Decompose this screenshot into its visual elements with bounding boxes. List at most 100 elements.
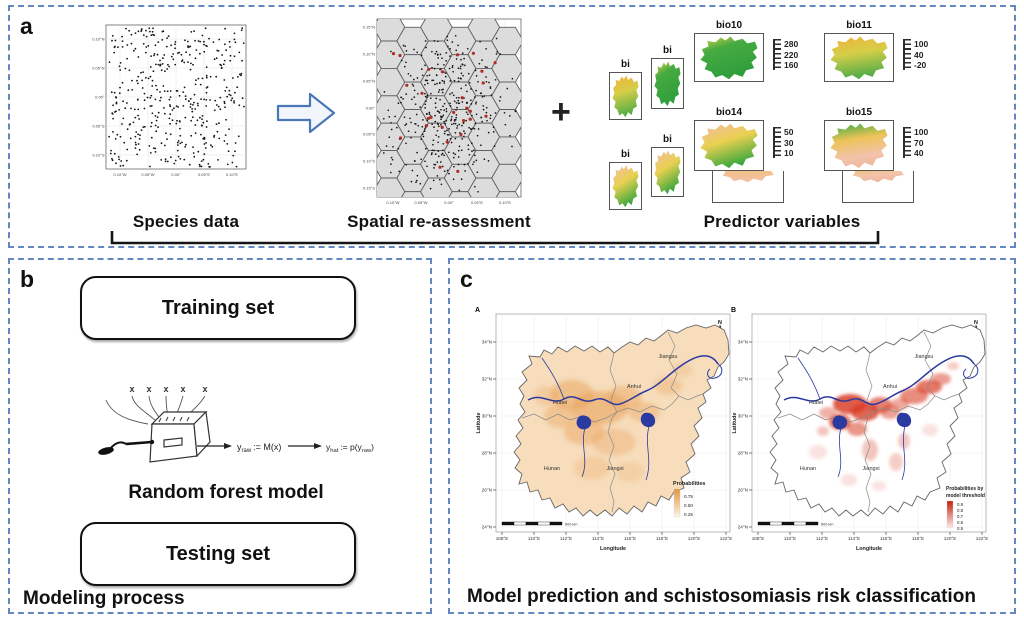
province-label: Anhui	[627, 384, 641, 390]
hexagon-grid	[377, 19, 521, 197]
province-label: Anhui	[883, 384, 897, 390]
svg-text:0.05°N: 0.05°N	[363, 79, 375, 84]
province-label: Hunan	[800, 466, 816, 472]
panel-c-title: Model prediction and schistosomiasis ris…	[467, 586, 976, 607]
svg-text:0.10°S: 0.10°S	[363, 159, 375, 164]
map-b-risk-classification: Hubei Hunan Anhui Jiangxi Jiangsu B Prob…	[731, 307, 989, 553]
plus-sign: +	[551, 93, 571, 131]
hidden-bio-map-1: bi	[609, 59, 642, 120]
svg-text:0.05°S: 0.05°S	[363, 132, 375, 137]
province-label: Jiangxi	[606, 466, 623, 472]
bio14-map: bio14	[694, 107, 764, 171]
grouping-bracket	[110, 231, 880, 245]
panel-b: b Training set x x x x x	[8, 258, 432, 614]
map-b-letter: B	[731, 307, 736, 314]
map-b-legend: Probabilities by model threshold 0.9 0.8…	[946, 486, 985, 531]
bio11-map: bio11	[824, 20, 894, 82]
bio15-colorbar: 100 70 40	[903, 127, 928, 159]
svg-text:0.05°W: 0.05°W	[141, 172, 154, 177]
svg-text:0.05°W: 0.05°W	[414, 200, 427, 205]
rf-caption: Random forest model	[128, 482, 324, 503]
panel-b-label: b	[20, 266, 35, 292]
species-y-ticks: 0.10°N 0.05°N 0.00° 0.05°S 0.10°S	[92, 37, 105, 158]
svg-text:0.6: 0.6	[957, 520, 964, 525]
caption-species-data: Species data	[132, 212, 240, 231]
svg-text:0.10°N: 0.10°N	[363, 52, 375, 57]
svg-text:0.5: 0.5	[957, 526, 964, 531]
hexplot-points	[382, 34, 517, 193]
svg-text:0.25: 0.25	[684, 512, 693, 517]
map-a-province-labels: Hubei Hunan Anhui Jiangxi Jiangsu	[544, 354, 678, 472]
svg-text:x: x	[163, 384, 168, 394]
rf-grinder-box	[149, 410, 211, 463]
colorbar-ticks-icon	[903, 127, 911, 158]
svg-text:model threshold: model threshold	[946, 493, 985, 499]
svg-text:Probabilities: Probabilities	[673, 481, 705, 487]
hexplot-centroid-points	[391, 51, 497, 173]
svg-text:0.15°S: 0.15°S	[363, 186, 375, 191]
flow-arrow-icon	[276, 92, 336, 134]
svg-text:0.05°E: 0.05°E	[471, 200, 483, 205]
predictor-variables-stack: bi bi bio10 280 220 160 bio11 100	[589, 15, 1013, 243]
hidden-bio-map-2: bi	[651, 45, 684, 109]
caption-predictor-variables: Predictor variables	[703, 212, 861, 231]
svg-text:0.10°W: 0.10°W	[113, 172, 126, 177]
svg-text:Probabilities by: Probabilities by	[946, 486, 983, 492]
colorbar-ticks-icon	[903, 39, 911, 70]
province-label: Jiangxi	[862, 466, 879, 472]
bio11-colorbar: 100 40 -20	[903, 39, 928, 71]
rf-equation-1: yraw:= M(x)	[237, 442, 281, 454]
species-points	[108, 27, 245, 168]
rf-grinder-funnel-marks	[158, 416, 190, 423]
province-label: Hubei	[553, 400, 567, 406]
colorbar-ticks-icon	[773, 127, 781, 158]
svg-text:0.8: 0.8	[957, 508, 964, 513]
rf-input-xs: x x x x x	[129, 384, 207, 394]
panel-c-label: c	[460, 266, 473, 292]
svg-text:0.50: 0.50	[684, 503, 693, 508]
species-scatter-plot: 0.10°N 0.05°N 0.00° 0.05°S 0.10°S 0.10°W…	[92, 24, 247, 177]
svg-text:0.15°N: 0.15°N	[363, 25, 375, 30]
bio10-colorbar: 280 220 160	[773, 39, 798, 71]
panel-b-footer: Modeling process	[23, 588, 185, 609]
province-label: Jiangsu	[659, 354, 678, 360]
map-a-legend: Probabilities 0.75 0.50 0.25	[673, 481, 705, 518]
panel-a-label: a	[20, 13, 33, 39]
panel-c: c Hubei Hunan Anhui Jiangxi Jiangsu A Pr	[448, 258, 1016, 614]
svg-text:0.10°E: 0.10°E	[226, 172, 238, 177]
svg-text:x: x	[129, 384, 134, 394]
caption-spatial-reassessment: Spatial re-assessment	[347, 212, 531, 231]
species-x-ticks: 0.10°W 0.05°W 0.00° 0.05°E 0.10°E	[113, 172, 238, 177]
svg-text:0.7: 0.7	[957, 514, 964, 519]
svg-text:0.75: 0.75	[684, 494, 693, 499]
random-forest-diagram: x x x x x	[98, 384, 374, 463]
svg-text:0.10°S: 0.10°S	[92, 153, 104, 158]
svg-text:0.00°: 0.00°	[95, 95, 105, 100]
hex-x-ticks: 0.10°W 0.05°W 0.00° 0.05°E 0.10°E	[386, 200, 511, 205]
training-set-box: Training set	[80, 276, 356, 340]
bio15-map: bio15	[824, 107, 894, 171]
hidden-bio-map-3: bi	[609, 149, 642, 210]
colorbar-ticks-icon	[773, 39, 781, 70]
rf-crank-handle	[98, 439, 155, 455]
province-label: Hunan	[544, 466, 560, 472]
map-b-province-labels: Hubei Hunan Anhui Jiangxi Jiangsu	[800, 354, 934, 472]
hidden-bio-map-peek-1	[712, 171, 784, 203]
province-label: Hubei	[809, 400, 823, 406]
svg-text:0.9: 0.9	[957, 502, 964, 507]
svg-text:0.05°S: 0.05°S	[92, 124, 104, 129]
svg-text:0.00°: 0.00°	[444, 200, 454, 205]
hexagon-plot: 0.15°N 0.10°N 0.05°N 0.00° 0.05°S 0.10°S…	[363, 18, 522, 205]
svg-text:0.00°: 0.00°	[171, 172, 181, 177]
svg-text:0.10°W: 0.10°W	[386, 200, 399, 205]
svg-text:x: x	[180, 384, 185, 394]
svg-text:0.00°: 0.00°	[366, 106, 376, 111]
panel-a: a 0.10°N 0.05°N 0.00° 0.05°S 0.10°S 0.10…	[8, 5, 1016, 248]
hidden-bio-map-peek-2	[842, 171, 914, 203]
bio10-map: bio10	[694, 20, 764, 82]
hidden-bio-map-4: bi	[651, 134, 684, 197]
svg-text:0.05°N: 0.05°N	[92, 66, 104, 71]
bio14-colorbar: 50 30 10	[773, 127, 793, 159]
map-a-probabilities: Hubei Hunan Anhui Jiangxi Jiangsu A Prob…	[475, 307, 733, 553]
